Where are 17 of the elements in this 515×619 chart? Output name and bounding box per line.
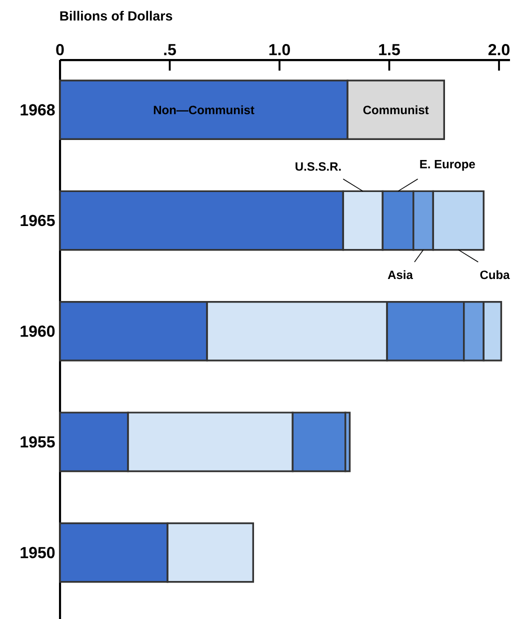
series-label: U.S.S.R. xyxy=(296,162,341,171)
series-label: Asia xyxy=(388,270,413,280)
y-tick-label: 1965 xyxy=(20,214,55,226)
x-tick-label: 0 xyxy=(56,44,64,56)
series-label: Non—Communist xyxy=(154,105,254,114)
x-tick-label: 1.5 xyxy=(379,44,400,56)
series-label: Communist xyxy=(363,105,429,114)
y-tick-label: 1968 xyxy=(20,104,55,116)
y-tick-label: 1960 xyxy=(20,326,55,337)
x-tick-label: 2.0 xyxy=(488,44,510,56)
x-tick-label: .5 xyxy=(164,44,176,56)
y-tick-label: 1955 xyxy=(20,436,55,448)
x-axis-title: Billions of Dollars xyxy=(60,10,172,21)
series-label: E. Europe xyxy=(420,160,475,171)
x-tick-label: 1.0 xyxy=(269,44,290,56)
series-label: Cuba xyxy=(480,270,510,280)
y-tick-label: 1950 xyxy=(20,546,55,558)
